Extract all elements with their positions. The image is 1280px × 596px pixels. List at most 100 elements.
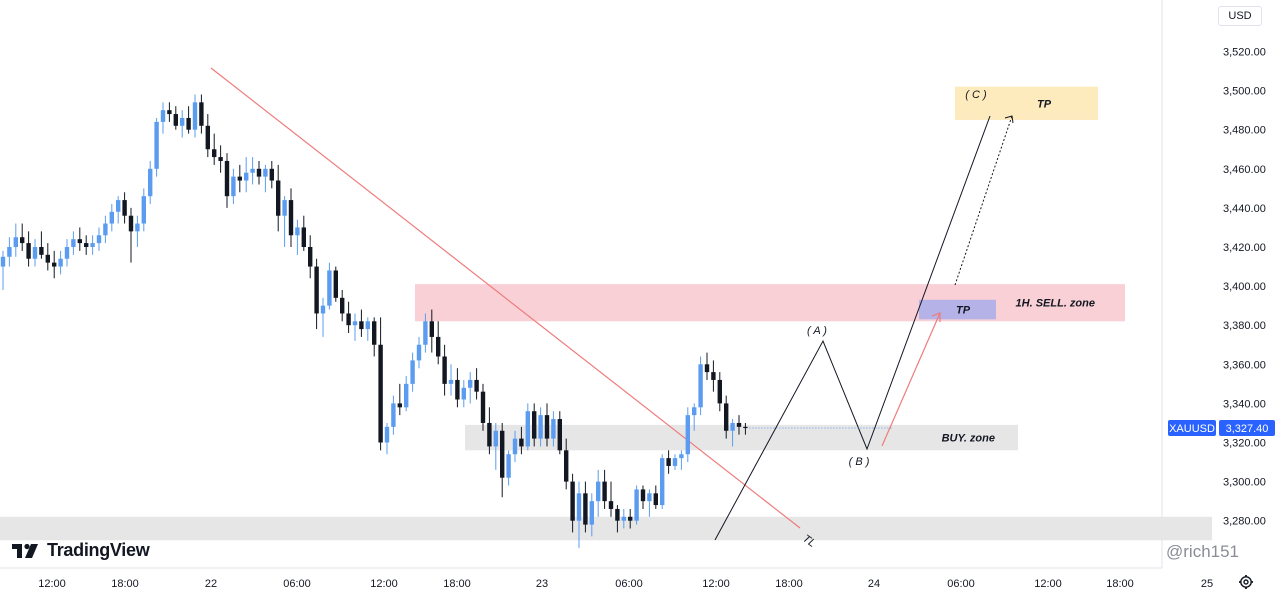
candle-body xyxy=(244,172,249,181)
candle-body xyxy=(26,243,31,259)
candle-body xyxy=(493,430,498,447)
price-tick-label: 3,300.00 xyxy=(1223,477,1266,489)
candle-body xyxy=(576,493,582,521)
candle-body xyxy=(39,247,44,255)
target-label: TP xyxy=(1037,98,1052,110)
price-badge-layer: XAUUSD 3,327.40 xyxy=(749,420,1275,437)
candle-body xyxy=(423,321,428,345)
time-tick-label: 23 xyxy=(536,578,548,590)
candle-body xyxy=(109,211,114,224)
candle-body xyxy=(384,426,390,443)
price-tick-label: 3,520.00 xyxy=(1223,47,1266,59)
candle-body xyxy=(77,239,82,244)
candle-body xyxy=(13,237,18,247)
candle-body xyxy=(436,336,441,357)
target-label: TP xyxy=(956,305,971,317)
wave-label-b: ( B ) xyxy=(849,456,870,468)
candle-body xyxy=(538,415,543,439)
candle-body xyxy=(685,415,690,455)
price-tick-label: 3,360.00 xyxy=(1223,359,1266,371)
candle-body xyxy=(589,501,594,525)
candle-body xyxy=(128,215,134,232)
candle-body xyxy=(564,450,569,482)
candle-body xyxy=(455,379,460,400)
candle-body xyxy=(186,117,191,130)
candle-body xyxy=(218,157,223,161)
candle-body xyxy=(180,117,185,126)
candles-layer xyxy=(0,94,748,549)
bounce-arrowhead xyxy=(931,312,941,322)
candle-body xyxy=(551,419,556,439)
zone-band xyxy=(465,424,1018,451)
candle-body xyxy=(333,270,338,298)
candle-body xyxy=(480,391,486,423)
candle-body xyxy=(602,481,607,502)
candle-body xyxy=(743,426,748,429)
candle-body xyxy=(32,247,38,259)
candle-body xyxy=(224,160,230,197)
candle-body xyxy=(570,481,575,521)
candle-body xyxy=(256,168,262,177)
price-axis[interactable]: 3,520.00 3,500.00 3,480.00 3,460.00 3,440.00… xyxy=(1223,47,1266,528)
candle-body xyxy=(525,411,530,447)
candle-body xyxy=(442,356,447,384)
wave-label-c: ( C ) xyxy=(965,89,987,101)
candle-body xyxy=(0,256,6,267)
candle-body xyxy=(717,379,722,404)
candle-body xyxy=(692,407,697,416)
price-tick-label: 3,280.00 xyxy=(1223,516,1266,528)
candle-body xyxy=(468,379,473,388)
candle-body xyxy=(378,344,383,443)
price-tick-label: 3,460.00 xyxy=(1223,164,1266,176)
price-tick-label: 3,480.00 xyxy=(1223,125,1266,137)
candle-body xyxy=(269,168,274,181)
symbol-badge xyxy=(1168,420,1216,437)
watermark: @rich151 xyxy=(1166,542,1240,561)
candle-body xyxy=(282,200,287,216)
candle-body xyxy=(672,458,678,466)
tradingview-logo[interactable]: TradingView xyxy=(12,540,150,561)
time-axis[interactable]: 12:00 18:00 22 06:00 12:00 18:00 23 06:00 12:00 1… xyxy=(38,578,1213,590)
candle-body xyxy=(167,110,172,115)
currency-button[interactable]: USD xyxy=(1218,6,1262,26)
candle-body xyxy=(148,168,153,197)
wave-label-a: ( A ) xyxy=(807,325,827,337)
target-box xyxy=(955,86,1098,120)
symbol-badge-text: XAUUSD xyxy=(1169,423,1215,435)
candle-body xyxy=(301,227,306,247)
price-tick-label: 3,380.00 xyxy=(1223,320,1266,332)
candle-body xyxy=(679,454,684,459)
candle-body xyxy=(308,247,313,267)
candle-body xyxy=(653,493,658,506)
candle-body xyxy=(608,501,614,509)
candle-body xyxy=(506,454,511,478)
candle-body xyxy=(532,411,537,439)
candle-body xyxy=(84,243,89,247)
candle-body xyxy=(724,403,729,431)
candle-body xyxy=(141,196,146,224)
gear-icon[interactable] xyxy=(1238,574,1254,590)
candle-body xyxy=(7,247,12,257)
price-tick-label: 3,440.00 xyxy=(1223,203,1266,215)
price-badge-text: 3,327.40 xyxy=(1226,423,1269,435)
time-tick-label: 06:00 xyxy=(615,578,643,590)
zone-label: BUY. zone xyxy=(942,433,995,445)
time-tick-label: 22 xyxy=(205,578,217,590)
candle-body xyxy=(346,313,351,326)
projection-arrowhead xyxy=(1004,115,1014,124)
price-tick-label: 3,420.00 xyxy=(1223,242,1266,254)
candle-body xyxy=(314,266,319,314)
candle-body xyxy=(160,110,166,122)
candle-body xyxy=(71,239,76,247)
candle-body xyxy=(448,379,454,384)
target-box xyxy=(919,299,996,320)
tradingview-logo-text: TradingView xyxy=(47,540,150,560)
candle-body xyxy=(621,516,626,521)
candle-body xyxy=(199,102,204,126)
candle-body xyxy=(365,321,370,330)
price-badge xyxy=(1219,420,1275,437)
candle-body xyxy=(474,379,479,392)
candle-body xyxy=(404,383,409,408)
